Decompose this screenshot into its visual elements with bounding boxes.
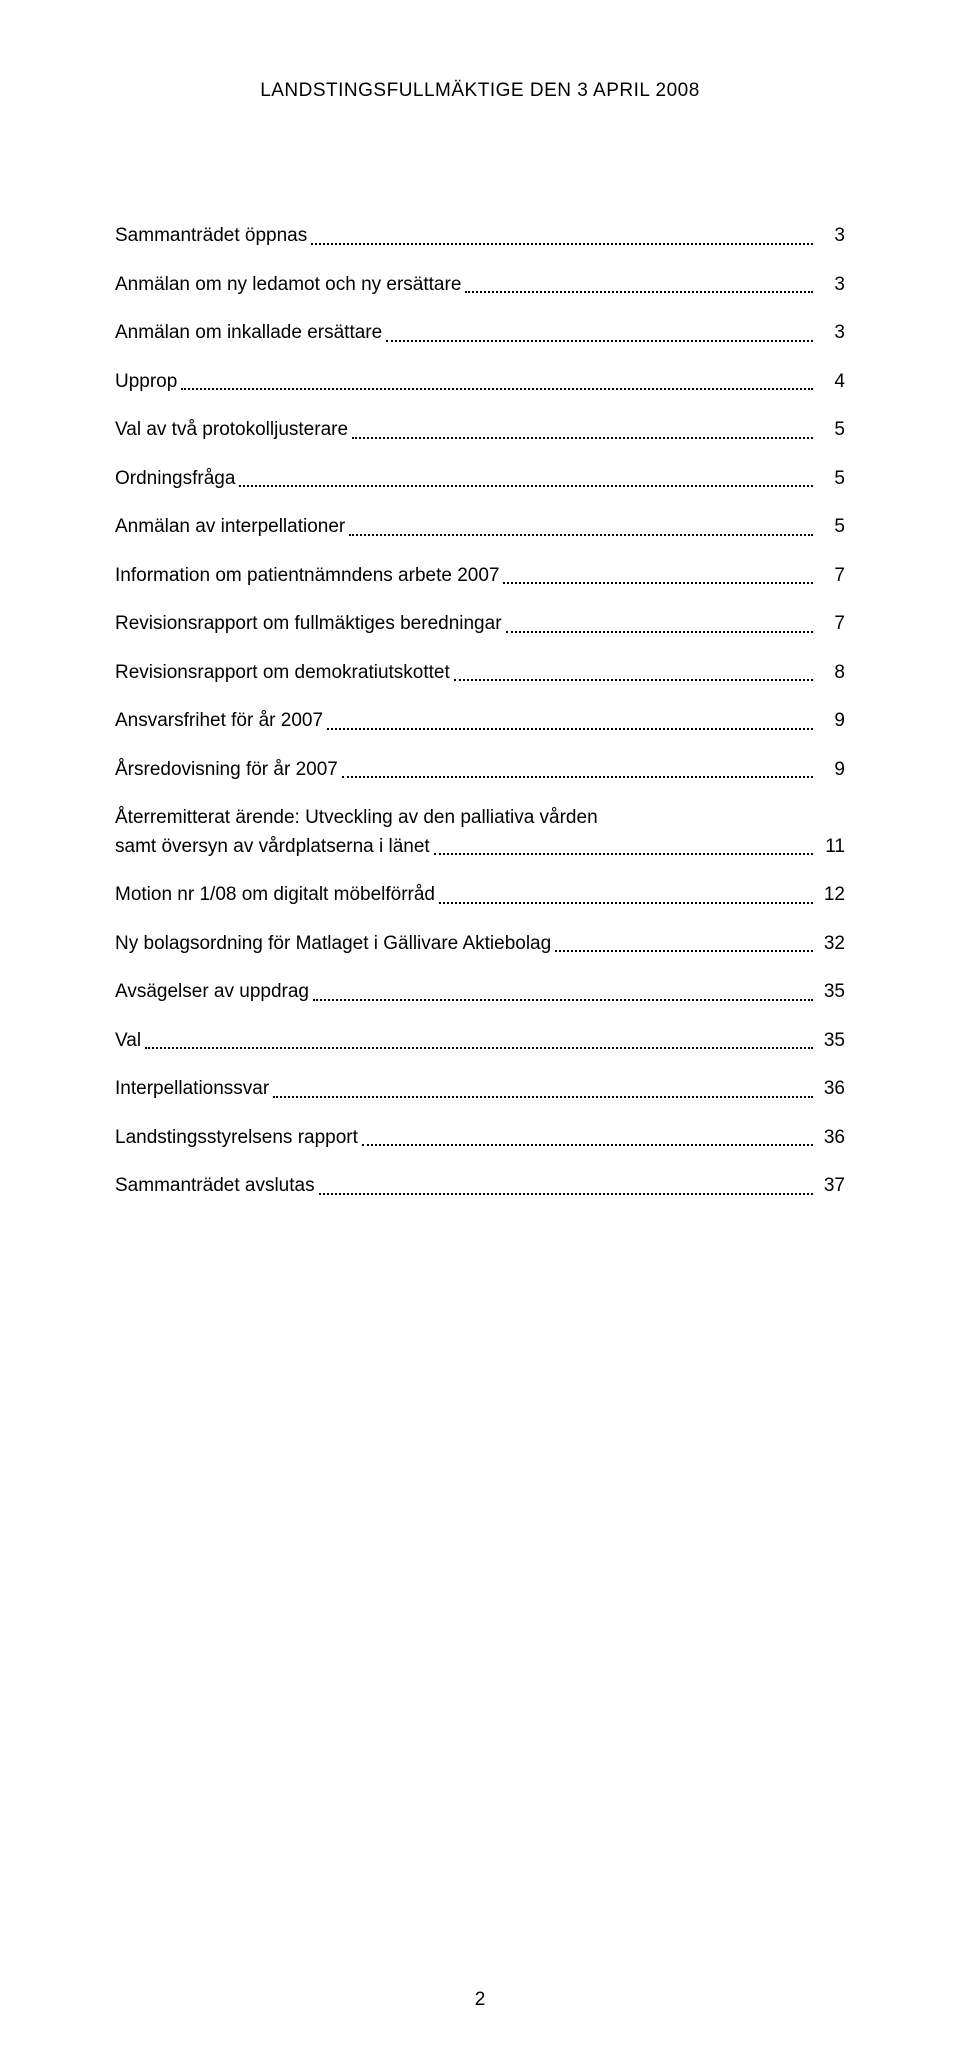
toc-entry-page: 36 [817, 1124, 845, 1153]
toc-entry-text: Val av två protokolljusterare [115, 416, 348, 445]
toc-entry-page: 5 [817, 416, 845, 445]
toc-entry-text: Avsägelser av uppdrag [115, 978, 309, 1007]
toc-entry-page: 3 [817, 271, 845, 300]
toc-entry-text: Revisionsrapport om demokratiutskottet [115, 659, 450, 688]
toc-leader [506, 631, 813, 633]
toc-entry-page: 4 [817, 368, 845, 397]
toc-entry-text: Motion nr 1/08 om digitalt möbelförråd [115, 881, 435, 910]
page-header-title: LANDSTINGSFULLMÄKTIGE DEN 3 APRIL 2008 [115, 80, 845, 102]
toc-entry: Sammanträdet avslutas 37 [115, 1172, 845, 1201]
toc-entry-row: samt översyn av vårdplatserna i länet 11 [115, 833, 845, 862]
toc-entry-text: Årsredovisning för år 2007 [115, 756, 338, 785]
toc-leader [352, 437, 813, 439]
toc-leader [239, 485, 813, 487]
toc-entry-page: 5 [817, 513, 845, 542]
toc-entry: Anmälan om inkallade ersättare 3 [115, 319, 845, 348]
toc-entry-text: Ansvarsfrihet för år 2007 [115, 707, 323, 736]
toc-entry-text-line2: samt översyn av vårdplatserna i länet [115, 833, 430, 862]
toc-entry: Ansvarsfrihet för år 2007 9 [115, 707, 845, 736]
toc-entry: Val av två protokolljusterare 5 [115, 416, 845, 445]
toc-entry-text: Interpellationssvar [115, 1075, 269, 1104]
toc-entry: Återremitterat ärende: Utveckling av den… [115, 804, 845, 861]
toc-entry: Interpellationssvar 36 [115, 1075, 845, 1104]
toc-leader [362, 1144, 813, 1146]
toc-entry-text: Val [115, 1027, 141, 1056]
toc-entry-page: 9 [817, 707, 845, 736]
toc-entry-page: 32 [817, 930, 845, 959]
toc-entry-page: 3 [817, 222, 845, 251]
toc-entry-text-line1: Återremitterat ärende: Utveckling av den… [115, 804, 845, 833]
toc-entry-page: 12 [817, 881, 845, 910]
toc-leader [181, 388, 813, 390]
toc-entry-page: 35 [817, 1027, 845, 1056]
table-of-contents: Sammanträdet öppnas3Anmälan om ny ledamo… [115, 222, 845, 1201]
toc-entry: Revisionsrapport om fullmäktiges beredni… [115, 610, 845, 639]
toc-entry-text: Anmälan om inkallade ersättare [115, 319, 382, 348]
toc-leader [555, 950, 813, 952]
toc-entry: Avsägelser av uppdrag 35 [115, 978, 845, 1007]
toc-entry-page: 7 [817, 562, 845, 591]
toc-leader [434, 853, 813, 855]
toc-entry: Årsredovisning för år 2007 9 [115, 756, 845, 785]
toc-entry: Ny bolagsordning för Matlaget i Gällivar… [115, 930, 845, 959]
toc-leader [273, 1096, 813, 1098]
toc-leader [503, 582, 813, 584]
toc-entry-page: 9 [817, 756, 845, 785]
toc-entry-text: Ordningsfråga [115, 465, 235, 494]
toc-entry: Revisionsrapport om demokratiutskottet 8 [115, 659, 845, 688]
toc-entry: Landstingsstyrelsens rapport 36 [115, 1124, 845, 1153]
toc-leader [311, 243, 813, 245]
toc-entry: Motion nr 1/08 om digitalt möbelförråd 12 [115, 881, 845, 910]
toc-entry-page: 8 [817, 659, 845, 688]
toc-entry-text: Anmälan av interpellationer [115, 513, 345, 542]
toc-leader [342, 776, 813, 778]
toc-entry-text: Upprop [115, 368, 177, 397]
toc-leader [145, 1047, 813, 1049]
toc-entry: Ordningsfråga 5 [115, 465, 845, 494]
toc-entry-text: Sammanträdet avslutas [115, 1172, 315, 1201]
toc-entry-text: Landstingsstyrelsens rapport [115, 1124, 358, 1153]
toc-entry-page: 5 [817, 465, 845, 494]
toc-entry-page: 7 [817, 610, 845, 639]
toc-entry: Val 35 [115, 1027, 845, 1056]
toc-entry-page: 37 [817, 1172, 845, 1201]
toc-entry-text: Information om patientnämndens arbete 20… [115, 562, 499, 591]
toc-entry: Information om patientnämndens arbete 20… [115, 562, 845, 591]
toc-leader [439, 902, 813, 904]
toc-entry-page: 35 [817, 978, 845, 1007]
toc-leader [454, 679, 813, 681]
toc-entry-text: Anmälan om ny ledamot och ny ersättare [115, 271, 461, 300]
toc-entry-text: Ny bolagsordning för Matlaget i Gällivar… [115, 930, 551, 959]
toc-entry: Anmälan av interpellationer 5 [115, 513, 845, 542]
toc-entry: Sammanträdet öppnas 3 [115, 222, 845, 251]
toc-leader [349, 534, 813, 536]
toc-entry-page: 3 [817, 319, 845, 348]
toc-leader [319, 1193, 813, 1195]
toc-entry-page: 36 [817, 1075, 845, 1104]
toc-entry: Anmälan om ny ledamot och ny ersättare 3 [115, 271, 845, 300]
toc-entry: Upprop 4 [115, 368, 845, 397]
toc-leader [386, 340, 813, 342]
toc-leader [313, 999, 813, 1001]
toc-leader [327, 728, 813, 730]
document-page: LANDSTINGSFULLMÄKTIGE DEN 3 APRIL 2008 S… [0, 0, 960, 2071]
toc-entry-text: Revisionsrapport om fullmäktiges beredni… [115, 610, 502, 639]
toc-entry-page: 11 [817, 833, 845, 862]
page-number: 2 [0, 1989, 960, 2011]
toc-leader [465, 291, 813, 293]
toc-entry-text: Sammanträdet öppnas [115, 222, 307, 251]
